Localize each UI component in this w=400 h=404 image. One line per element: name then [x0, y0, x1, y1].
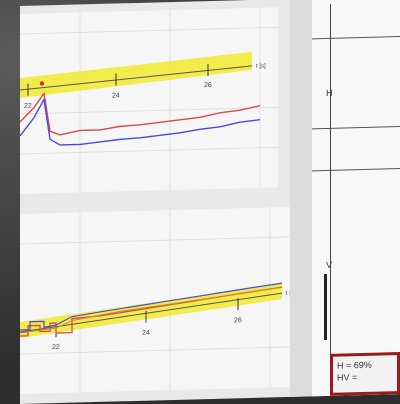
readout-box: H = 69% HV = [330, 352, 400, 396]
right-panel-line-2 [312, 126, 400, 130]
right-panel-line-1 [312, 36, 400, 40]
top-tick-label-22: 22 [24, 103, 32, 110]
top-grid [20, 7, 278, 193]
readout-line-2: HV = [337, 372, 358, 383]
monitor-screen: 22 24 26 t [s] 22 [20, 0, 400, 404]
top-blue-trace [20, 97, 261, 146]
bottom-blue-trace [20, 282, 283, 331]
top-tick-label-24: 24 [112, 92, 120, 99]
right-scale-panel: H V [312, 0, 400, 397]
right-panel-axis [330, 3, 331, 384]
bottom-orange-trace [20, 286, 283, 334]
top-chart: 22 24 26 t [s] [20, 7, 278, 193]
pane-splitter[interactable] [290, 0, 312, 397]
bottom-tick-label-22: 22 [52, 344, 60, 351]
bottom-tick-label-26: 26 [234, 317, 242, 324]
bottom-highlight-band [20, 283, 282, 338]
top-highlight-band [20, 51, 252, 98]
top-event-marker [39, 81, 45, 86]
right-panel-line-3 [312, 168, 400, 172]
top-red-trace [20, 91, 261, 136]
top-tick-label-26: 26 [204, 82, 212, 89]
bottom-tick-label-24: 24 [142, 330, 150, 337]
right-panel-label-upper: H [326, 87, 333, 98]
bottom-chart-pane: 22 24 26 t [s] [20, 206, 306, 394]
top-axis-label: t [s] [256, 64, 266, 70]
top-chart-pane: 22 24 26 t [s] [20, 7, 278, 194]
right-panel-cursor[interactable] [324, 273, 327, 341]
right-panel-label-lower: V [326, 259, 333, 270]
bottom-chart: 22 24 26 t [s] [20, 207, 306, 393]
top-time-axis [20, 65, 253, 91]
